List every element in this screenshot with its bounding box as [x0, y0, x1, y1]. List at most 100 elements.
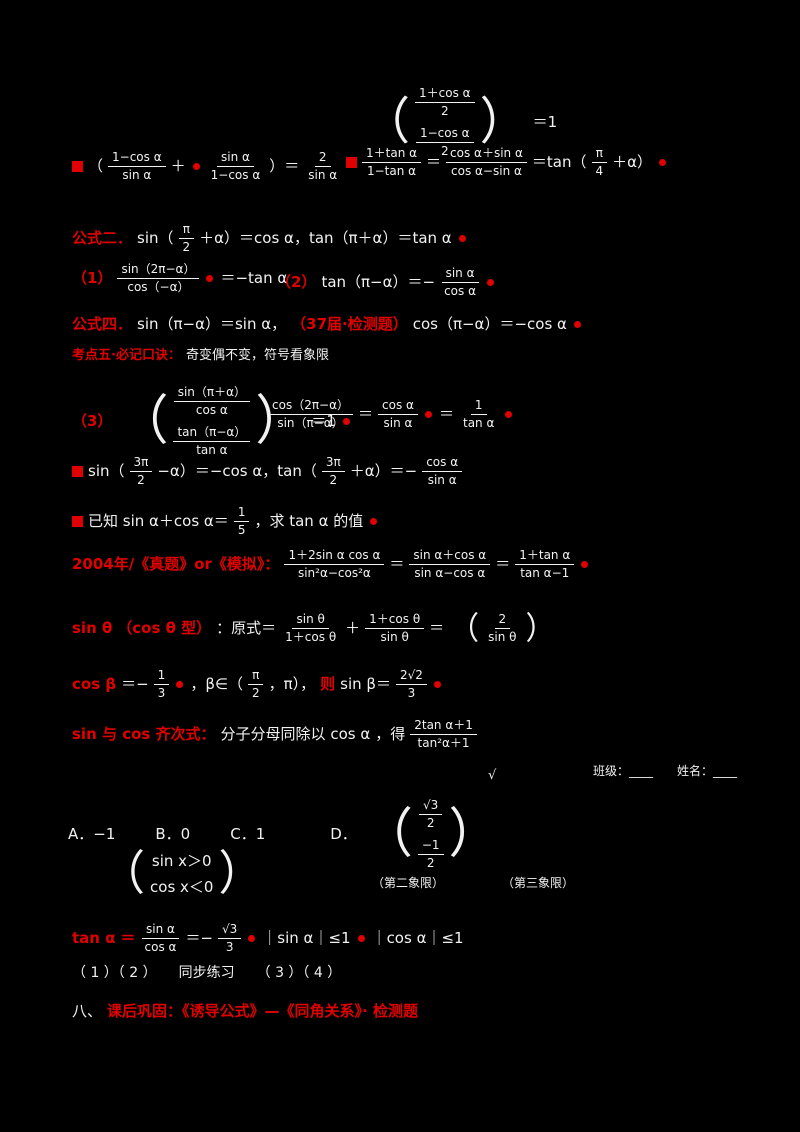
fraction-numerator: sin α＋cos α: [409, 548, 491, 565]
fraction-numerator: 1−cos α: [108, 150, 166, 167]
math-text: ＝tan（: [531, 153, 587, 172]
fraction-numerator: 1: [470, 398, 487, 415]
fraction-numerator: 3π: [129, 455, 153, 472]
math-text: （2）: [276, 273, 317, 292]
fraction-denominator: 2: [182, 240, 191, 254]
math-line: √: [488, 768, 496, 784]
fraction-denominator: 3: [225, 940, 234, 954]
math-text: （ 1 ）（ 2 ）: [72, 965, 157, 981]
fraction-denominator: sin（π−α）: [277, 416, 344, 430]
fraction-stack: √3 2 −1 2: [417, 798, 444, 871]
fraction-denominator: cos α: [144, 940, 177, 954]
fraction-numerator: 2tan α＋1: [410, 718, 477, 735]
math-line: sin（ 3π 2 −α）＝−cos α，tan（ 3π 2 ＋α）＝− cos α sin α: [72, 455, 463, 488]
fraction-numerator: π: [591, 146, 607, 163]
fraction-numerator: 1＋cos α: [415, 86, 475, 103]
fraction: −1 2: [417, 838, 444, 871]
fraction-numerator: sin（2π−α）: [117, 262, 200, 279]
math-text: ＝−: [185, 929, 214, 948]
fraction-numerator: 1＋2sin α cos α: [284, 548, 385, 565]
math-line: （ sin x＞0 cos x＜0）: [100, 850, 263, 897]
fraction: sin（π＋α） cos α: [173, 385, 251, 418]
math-text: sin 与 cos 齐次式：: [72, 725, 216, 744]
fraction: cos α sin α: [378, 398, 418, 431]
math-text: ＝: [389, 555, 405, 574]
fraction: √3 3: [218, 922, 242, 955]
math-text: sin（: [88, 462, 125, 481]
math-text: （: [88, 157, 104, 176]
red-dot-marker: [206, 275, 214, 282]
fraction: sin α cos α: [440, 266, 480, 299]
fraction-denominator: tan α: [196, 443, 228, 457]
fraction: cos α＋sin α cos α−sin α: [446, 146, 527, 179]
fraction: 1＋tan α 1−tan α: [362, 146, 422, 179]
math-line: 八、 课后巩固：《诱导公式》—《同角关系》· 检测题: [72, 1002, 418, 1021]
fraction-denominator: cos α−sin α: [451, 164, 522, 178]
math-text: sin x＞0: [151, 852, 212, 870]
fraction-numerator: −1: [417, 838, 444, 855]
fraction-numerator: tan（π−α）: [173, 425, 251, 442]
fraction: sin α＋cos α sin α−cos α: [409, 548, 491, 581]
math-text: C．1: [230, 825, 266, 844]
math-text: 考点五·必记口诀：: [72, 348, 181, 363]
fraction-denominator: 2: [440, 144, 449, 158]
math-text: ）＝: [269, 157, 300, 176]
math-text: ＋α）: [612, 153, 653, 172]
fraction-numerator: sin θ: [292, 612, 329, 629]
fraction-numerator: 1＋tan α: [362, 146, 422, 163]
math-text: 分子分母同除以 cos α: [220, 725, 371, 744]
math-text: sin θ: [72, 619, 113, 638]
fraction: cos（2π−α） sin（π−α）: [268, 398, 354, 431]
fraction: 1＋2sin α cos α sin²α−cos²α: [284, 548, 385, 581]
fraction-numerator: π: [178, 222, 194, 239]
math-line: （1−cos α sin α ＋ sin α 1−cos α ）＝ 2 sin α: [72, 150, 341, 183]
math-line: sin θ （cos θ 型） ：原式＝ sin θ 1＋cos θ ＋ 1＋cos θ si…: [72, 612, 556, 645]
parenthesis: （: [362, 92, 411, 152]
fraction: 2 sin θ: [484, 612, 520, 645]
red-dot-marker: [573, 320, 581, 328]
fraction-numerator: √3: [419, 798, 443, 815]
math-text: （3）: [72, 412, 113, 431]
math-text: cos（π−α）＝−cos α: [412, 315, 567, 333]
math-line: 公式二． sin（ π 2 ＋α）＝cos α，tan（π＋α）＝tan α: [72, 222, 468, 255]
math-text: ＝1: [532, 113, 558, 132]
fraction-denominator: 3: [157, 686, 166, 700]
fraction-denominator: sin α−cos α: [414, 566, 486, 580]
fraction-numerator: 2√2: [395, 668, 427, 685]
fraction-numerator: sin α: [142, 922, 179, 939]
fraction-numerator: 1: [233, 505, 250, 522]
parenthesis: ）: [525, 610, 556, 647]
math-text: ＝: [438, 405, 454, 424]
math-text: sin（: [137, 229, 174, 248]
math-text: ＝: [495, 555, 511, 574]
fraction-numerator: cos α: [378, 398, 418, 415]
red-dot-marker: [192, 163, 200, 170]
spacer: [162, 973, 174, 974]
fraction-numerator: sin α: [216, 150, 254, 167]
math-line: （第三象限）: [502, 876, 574, 891]
math-text: B．0: [155, 825, 191, 844]
fraction: 2tan α＋1 tan²α＋1: [410, 718, 477, 751]
fraction: sin α cos α: [141, 922, 181, 955]
math-text: sin（π−α）＝sin α，: [137, 315, 287, 333]
fraction-stack: sin（π＋α） cos α tan（π−α） tan α: [173, 385, 251, 458]
fraction-denominator: cos α: [195, 403, 228, 417]
fraction-denominator: cos α: [444, 284, 476, 298]
math-text: ＋: [170, 157, 186, 176]
fraction: 1＋tan α tan α−1: [515, 548, 575, 581]
red-dot-marker: [458, 235, 466, 242]
red-dot-marker: [342, 418, 350, 425]
math-text: （ 3 ）（ 4 ）: [256, 965, 342, 981]
fraction-numerator: √3: [218, 922, 242, 939]
math-line: A．−1 B．0 C．1 D．（√3 2 −1 2）: [68, 798, 500, 871]
text-stack: sin x＞0 cos x＜0: [150, 852, 213, 897]
fraction-numerator: 1: [153, 668, 170, 685]
fraction-denominator: sin α: [308, 168, 338, 182]
math-text: ｜cos α｜≤1: [371, 929, 464, 948]
fraction-denominator: 2: [426, 856, 435, 870]
fraction-denominator: 2: [251, 686, 260, 700]
fraction-numerator: 1−cos α: [415, 126, 474, 143]
